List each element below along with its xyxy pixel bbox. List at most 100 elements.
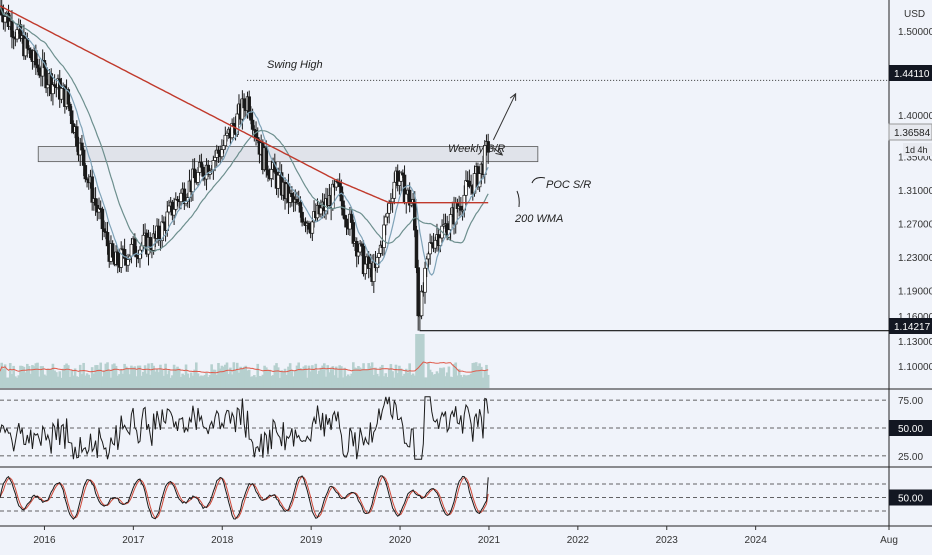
- candle-body: [80, 142, 84, 151]
- volume-bar: [471, 363, 475, 388]
- volume-bar: [37, 376, 41, 388]
- last-price-marker-label: 1.36584: [894, 128, 931, 139]
- volume-bar: [340, 366, 343, 388]
- volume-bar: [206, 377, 210, 388]
- volume-bar: [336, 377, 340, 388]
- candle-body: [310, 221, 315, 234]
- volume-bar: [418, 334, 422, 388]
- time-tick-label: 2020: [389, 535, 412, 546]
- candle-body: [105, 232, 110, 247]
- volume-bar: [169, 377, 172, 388]
- candle-body: [102, 228, 106, 232]
- candle-body: [220, 149, 224, 158]
- volume-bar: [237, 372, 241, 388]
- volume-bar: [352, 362, 355, 388]
- volume-bar: [435, 371, 439, 388]
- candle-body: [307, 222, 311, 230]
- volume-bar: [154, 371, 157, 388]
- candles-layer[interactable]: [0, 0, 490, 331]
- candle-body: [172, 208, 176, 216]
- volume-bar: [321, 365, 324, 388]
- volume-bar: [239, 366, 242, 388]
- volume-bar: [222, 366, 225, 388]
- candle-body: [266, 169, 270, 176]
- volume-bar: [201, 376, 205, 388]
- stoch-rsi-pane: [0, 475, 889, 520]
- price-tick-label: 1.13000: [898, 337, 932, 348]
- projection-arrow: [490, 145, 503, 156]
- volume-bar: [261, 374, 265, 388]
- axes-layer: 1.500001.450001.400001.350001.310001.270…: [33, 27, 932, 546]
- last-price-marker: 1.36584: [888, 123, 932, 141]
- time-tick-label: 2021: [478, 535, 501, 546]
- volume-bar: [314, 363, 318, 388]
- volume-bar: [462, 374, 466, 388]
- candle[interactable]: [414, 225, 419, 274]
- volume-bar: [43, 374, 46, 388]
- volume-bar: [56, 376, 60, 388]
- volume-bar: [123, 363, 126, 388]
- volume-bar: [246, 370, 249, 388]
- candle[interactable]: [486, 133, 490, 164]
- volume-bar: [386, 376, 389, 388]
- volume-bar: [271, 375, 275, 388]
- candle-body: [384, 216, 388, 226]
- projection-arrow-head: [495, 148, 504, 156]
- volume-bar: [114, 365, 118, 388]
- volume-bar: [316, 374, 319, 388]
- volume-bar: [125, 366, 128, 388]
- candle-body: [377, 252, 381, 258]
- volume-bar: [29, 373, 33, 388]
- candle-body: [337, 182, 342, 188]
- volume-bar: [285, 374, 289, 388]
- volume-bar: [128, 374, 132, 388]
- volume-bar: [468, 374, 471, 388]
- candle-body: [126, 259, 130, 266]
- volume-bar: [304, 365, 307, 388]
- volume-bar: [369, 366, 372, 388]
- volume-bar: [119, 369, 123, 388]
- swing-high-marker: 1.44110: [889, 65, 932, 81]
- volume-bar: [217, 363, 220, 388]
- volume-bar: [311, 365, 314, 388]
- volume-bar: [367, 363, 370, 388]
- volume-bar: [24, 372, 27, 388]
- swing-high-annotation: Swing High: [267, 59, 323, 71]
- volume-bar: [109, 377, 113, 388]
- candle-body: [419, 290, 424, 317]
- poc-sr-annotation: POC S/R: [546, 179, 591, 191]
- volume-bar: [15, 377, 19, 388]
- volume-bar: [116, 375, 120, 388]
- candle-body: [433, 239, 438, 249]
- volume-bar: [113, 363, 116, 388]
- volume-bar: [106, 362, 109, 388]
- volume-bar: [444, 376, 447, 388]
- price-tick-label: 1.19000: [898, 287, 932, 298]
- volume-bar: [84, 375, 87, 388]
- volume-bar: [53, 370, 56, 388]
- timeframe-badge[interactable]: 1d 4h: [903, 143, 932, 156]
- volume-bar: [264, 367, 268, 388]
- volume-layer: [0, 334, 490, 388]
- weekly-sr-annotation: Weekly S/R: [448, 143, 505, 155]
- volume-bar: [425, 377, 429, 388]
- poc-arrow: [531, 177, 546, 184]
- volume-bar: [66, 365, 70, 388]
- projection-arrow-head: [509, 92, 517, 101]
- candle-body: [10, 20, 14, 38]
- candle-body: [363, 263, 368, 275]
- candle-body: [232, 122, 236, 127]
- volume-bar: [147, 363, 150, 388]
- ema-fast-line: [0, 5, 489, 276]
- volume-bar: [447, 366, 451, 388]
- volume-bar: [230, 374, 234, 388]
- volume-bar: [177, 368, 181, 388]
- volume-bar: [377, 376, 381, 388]
- volume-bar: [461, 377, 464, 388]
- candle-body: [249, 112, 253, 121]
- volume-bar: [51, 363, 55, 388]
- price-tick-label: 1.40000: [898, 111, 932, 122]
- volume-bar: [36, 362, 39, 388]
